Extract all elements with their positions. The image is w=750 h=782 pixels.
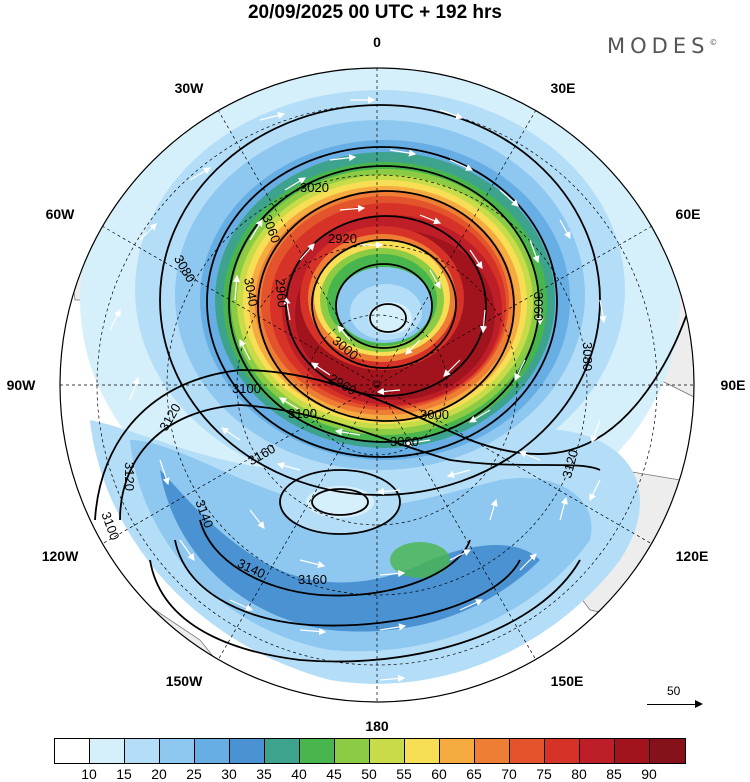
lon-label-150e: 150E <box>550 673 584 689</box>
contour-label: 2920 <box>328 231 357 246</box>
contour-label: 3120 <box>122 462 137 491</box>
lon-label-120e: 120E <box>675 548 709 564</box>
colorbar-cell <box>195 739 230 763</box>
colorbar-cell <box>580 739 615 763</box>
lon-label-30e: 30E <box>550 80 576 96</box>
colorbar-tick-label: 70 <box>501 766 517 782</box>
vector-reference-label: 50 <box>667 684 681 698</box>
contour-label: 2960 <box>273 278 290 308</box>
contour-label: 3100 <box>288 406 317 421</box>
colorbar-tick-label: 85 <box>606 766 622 782</box>
contour-label: 3000 <box>420 407 449 422</box>
contour-label: 3100 <box>232 381 261 396</box>
colorbar-cell <box>160 739 195 763</box>
contour-label: 3120 <box>559 448 581 480</box>
colorbar-cell <box>230 739 265 763</box>
lon-label-90e: 90E <box>720 377 746 393</box>
colorbar-tick-label: 90 <box>641 766 657 782</box>
colorbar-tick-label: 60 <box>431 766 447 782</box>
contour-label: 3080 <box>390 434 419 449</box>
contour-label: 3040 <box>241 276 261 307</box>
colorbar-cell <box>405 739 440 763</box>
lon-label-180: 180 <box>365 718 389 734</box>
colorbar-tick-label: 30 <box>221 766 237 782</box>
lon-label-90w: 90W <box>6 377 36 393</box>
contour-label: 3080 <box>580 342 595 371</box>
colorbar-tick-label: 55 <box>396 766 412 782</box>
colorbar-cell <box>335 739 370 763</box>
contour-label: 3160 <box>298 572 327 587</box>
colorbar-cell <box>510 739 545 763</box>
lon-label-60e: 60E <box>675 206 701 222</box>
wind-speed-shading <box>80 68 680 684</box>
lon-label-60w: 60W <box>45 206 75 222</box>
colorbar-tick-label: 75 <box>536 766 552 782</box>
colorbar-tick-label: 65 <box>466 766 482 782</box>
vector-reference: 50 <box>645 684 705 714</box>
lon-label-120w: 120W <box>41 548 79 564</box>
colorbar-tick-label: 10 <box>81 766 97 782</box>
colorbar-tick-label: 50 <box>361 766 377 782</box>
colorbar-cell <box>440 739 475 763</box>
height-contours <box>94 104 694 663</box>
map-disc: 3020 3080 3060 3040 3060 3080 2920 2960 … <box>60 68 694 702</box>
colorbar-cell <box>125 739 160 763</box>
wind-vectors <box>109 96 607 683</box>
colorbar-tick-label: 20 <box>151 766 167 782</box>
colorbar-tick-label: 15 <box>116 766 132 782</box>
colorbar-cell <box>370 739 405 763</box>
contour-label: 3060 <box>531 292 546 321</box>
colorbar-cell <box>545 739 580 763</box>
colorbar-cell <box>265 739 300 763</box>
colorbar-tick-label: 35 <box>256 766 272 782</box>
lon-label-30w: 30W <box>174 80 204 96</box>
colorbar-tick-label: 45 <box>326 766 342 782</box>
colorbar <box>54 738 686 764</box>
lon-label-0: 0 <box>373 34 381 50</box>
lon-label-150w: 150W <box>165 673 203 689</box>
colorbar-cell <box>90 739 125 763</box>
contour-label: 3020 <box>300 180 329 195</box>
colorbar-cell <box>650 739 685 763</box>
graticule <box>60 68 694 702</box>
colorbar-cell <box>615 739 650 763</box>
colorbar-tick-label: 40 <box>291 766 307 782</box>
map-title: 20/09/2025 00 UTC + 192 hrs <box>247 2 503 23</box>
colorbar-tick-label: 80 <box>571 766 587 782</box>
colorbar-tick-label: 25 <box>186 766 202 782</box>
map-boundary <box>59 67 695 703</box>
colorbar-cell <box>475 739 510 763</box>
colorbar-cell <box>300 739 335 763</box>
colorbar-cell <box>55 739 90 763</box>
vector-reference-arrow <box>647 700 703 708</box>
brand-logo: MODES© <box>607 34 718 58</box>
